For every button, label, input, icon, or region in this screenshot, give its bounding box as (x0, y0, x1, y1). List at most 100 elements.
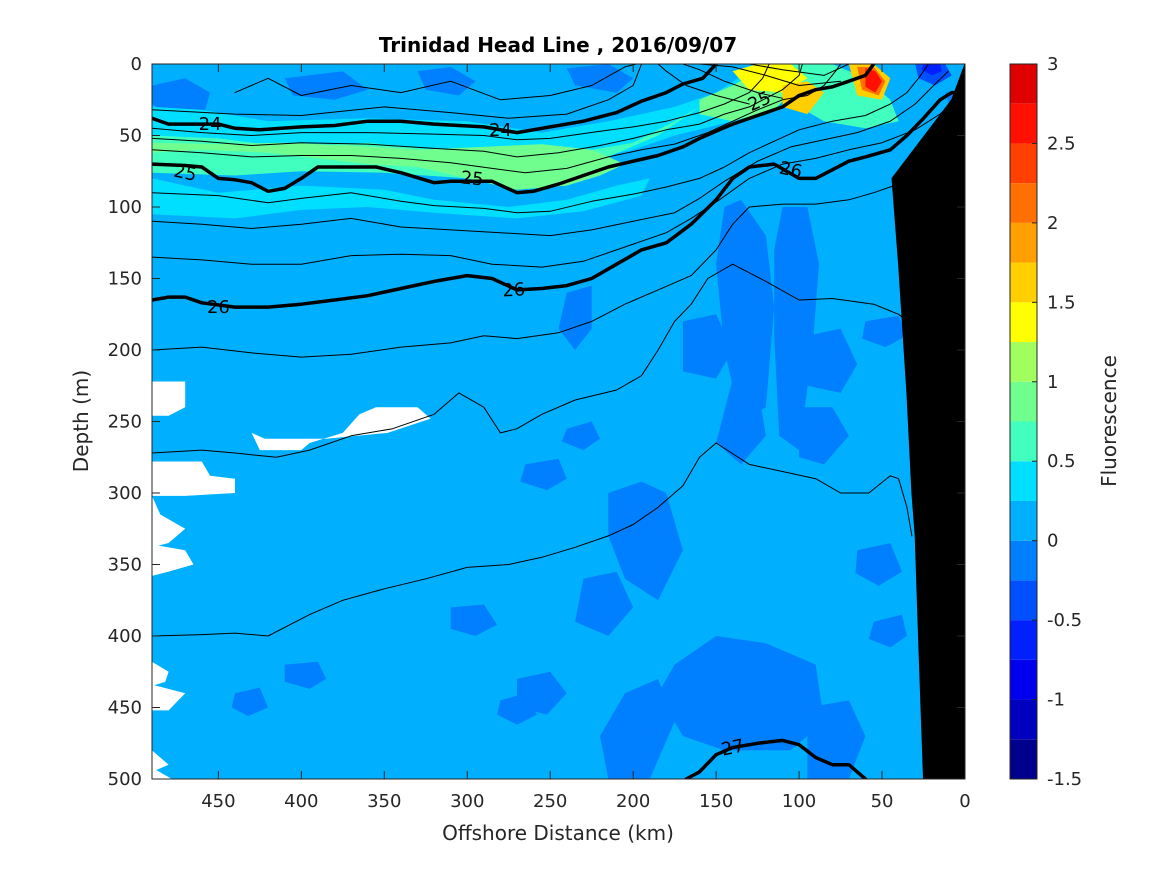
fluorescence-patch-31 (779, 64, 899, 129)
fluorescence-patch-29 (152, 142, 625, 190)
colorbar-swatch-0 (1010, 739, 1037, 779)
colorbar-swatch-14 (1010, 183, 1037, 223)
fluorescence-patch-8 (575, 571, 634, 636)
fluorescence-patch-20 (231, 687, 269, 717)
contour-label-1: 24 (489, 120, 512, 141)
x-axis-label: Offshore Distance (km) (442, 821, 674, 845)
contour-label-text: 26 (502, 279, 526, 302)
contour-label-text: 26 (777, 158, 804, 183)
colorbar-tick-label: 2.5 (1047, 133, 1076, 154)
fluorescence-patch-23 (862, 315, 907, 348)
contour-line-16 (152, 263, 924, 458)
contour-label-3: 25 (172, 161, 199, 186)
y-tick-label: 450 (108, 698, 142, 719)
contour-line-2 (699, 64, 842, 86)
x-tick-label: 300 (450, 791, 484, 812)
colorbar-tick-label: -1.5 (1047, 769, 1082, 790)
nodata-region-4 (152, 661, 169, 686)
nodata-region-0 (152, 381, 186, 416)
y-tick-label: 300 (108, 483, 142, 504)
x-tick-label: 0 (959, 791, 970, 812)
x-tick-label: 100 (782, 791, 816, 812)
y-tick-label: 500 (108, 769, 142, 790)
contour-label-5: 26 (777, 158, 804, 183)
colorbar-swatch-11 (1010, 302, 1037, 343)
contour-line-14 (152, 90, 965, 309)
contour-label-4: 25 (460, 167, 485, 190)
x-tick-label: 450 (201, 791, 235, 812)
fluorescence-patch-22 (561, 421, 600, 451)
colorbar-swatch-16 (1010, 103, 1037, 144)
contour-line-1 (682, 64, 783, 99)
fluorescence-patch-36 (865, 68, 882, 93)
colorbar-swatch-13 (1010, 222, 1037, 263)
contour-label-text: 26 (207, 297, 230, 318)
x-tick-label: 200 (616, 791, 650, 812)
contour-label-7: 26 (502, 279, 526, 302)
nodata-region-2 (152, 495, 186, 548)
y-tick-label: 50 (119, 126, 142, 147)
colorbar-swatch-4 (1010, 580, 1037, 621)
colorbar-swatch-12 (1010, 262, 1037, 303)
fluorescence-patch-9 (682, 314, 733, 379)
fluorescence-patch-25 (868, 614, 907, 648)
contour-label-0: 24 (199, 114, 222, 135)
contour-label-text: 24 (199, 114, 222, 135)
x-tick-label: 150 (699, 791, 733, 812)
contour-label-text: 25 (172, 161, 199, 186)
contour-line-8 (152, 64, 803, 158)
chart-title: Trinidad Head Line , 2016/09/07 (379, 33, 737, 57)
colorbar-frame (1009, 63, 1038, 780)
contour-line-7 (152, 64, 770, 141)
contour-line-11 (152, 64, 929, 214)
fluorescence-patch-5 (774, 207, 819, 451)
fluorescence-patch-19 (284, 661, 327, 689)
colorbar-tick-label: 1 (1047, 372, 1058, 393)
contour-line-12 (152, 70, 949, 237)
fluorescence-patch-7 (608, 481, 683, 601)
y-tick-label: 400 (108, 626, 142, 647)
contour-line-15 (152, 152, 946, 358)
contour-line-0 (657, 64, 750, 105)
colorbar-swatch-3 (1010, 620, 1037, 660)
contour-label-8: 27 (719, 735, 746, 760)
fluorescence-patch-21 (520, 458, 567, 491)
nodata-region-1 (152, 461, 235, 496)
contour-line-4 (234, 64, 637, 101)
fluorescence-patch-4 (716, 199, 775, 422)
fluorescence-patch-2 (417, 66, 476, 96)
colorbar-tick-label: -0.5 (1047, 610, 1082, 631)
nodata-region-8 (251, 407, 431, 451)
contour-label-text: 25 (460, 167, 485, 190)
colorbar-swatch-10 (1010, 342, 1037, 382)
nodata-region-3 (152, 544, 194, 576)
fluorescence-patch-12 (799, 407, 849, 465)
contour-label-text: 27 (719, 735, 746, 760)
contour-line-10 (152, 64, 876, 195)
fluorescence-patch-24 (855, 543, 902, 586)
fluorescence-patch-16 (450, 604, 498, 636)
colorbar-tick-label: 0 (1047, 531, 1058, 552)
colorbar-label: Fluorescence (1097, 355, 1121, 487)
density-contours (152, 64, 965, 779)
y-axis: 0 50 100 150 200 250 300 350 400 450 500 (108, 54, 965, 790)
contour-line-17 (152, 442, 913, 637)
y-tick-label: 150 (108, 269, 142, 290)
colorbar-swatch-2 (1010, 659, 1037, 700)
fluorescence-patches (152, 64, 965, 779)
colorbar-tick-label: 2 (1047, 213, 1058, 234)
nodata-region-6 (152, 750, 169, 772)
colorbar-swatch-9 (1010, 381, 1037, 422)
contour-line-18 (684, 738, 868, 779)
colorbar-tick-label: -1 (1047, 690, 1065, 711)
contour-label-6: 26 (207, 297, 230, 318)
y-tick-label: 250 (108, 412, 142, 433)
fluorescence-patch-6 (558, 285, 592, 350)
fluorescence-patch-1 (284, 71, 368, 100)
colorbar-swatch-17 (1010, 64, 1037, 104)
nodata-region-5 (152, 684, 186, 711)
fluorescence-patch-11 (807, 328, 858, 393)
